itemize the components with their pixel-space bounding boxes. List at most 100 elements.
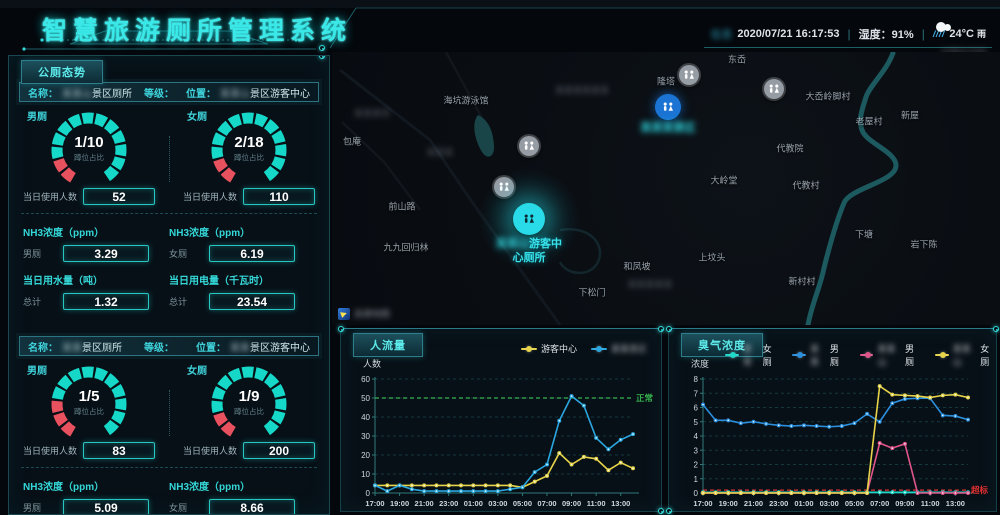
stat-cell: NH3浓度（ppm） 女厕 6.19	[169, 220, 315, 262]
svg-text:13:00: 13:00	[946, 499, 965, 508]
toilet-marker[interactable]	[494, 177, 514, 197]
temperature: 24°C	[949, 28, 974, 40]
gauge-side-label: 男厕	[27, 112, 47, 123]
page-title: 智慧旅游厕所管理系统	[42, 17, 353, 45]
weather-text: 雨	[976, 29, 986, 39]
gauge-row: 男厕 1/10 蹲位占比 当日使用人数 52 女厕 2/18 蹲位占比 当日使用人数 110	[9, 106, 329, 205]
map-place-label: 老屋村	[855, 116, 883, 127]
map-place-label: 新屋	[900, 110, 920, 121]
svg-text:5: 5	[694, 418, 699, 427]
stall-occupancy-gauge: 1/5 蹲位占比	[43, 362, 135, 440]
name-value: 某某景区厕所	[62, 342, 122, 354]
legend-item[interactable]: 某某山 男厕	[859, 342, 921, 368]
stats-grid: NH3浓度（ppm） 男厕 3.29 NH3浓度（ppm） 女厕 6.19 当日用水量（吨）…	[9, 216, 329, 310]
gauge-女厕: 女厕 2/18 蹲位占比 当日使用人数 110	[179, 106, 319, 205]
gauge-男厕: 男厕 1/5 蹲位占比 当日使用人数 83	[19, 360, 159, 459]
map-place-label: 前山路	[388, 201, 416, 212]
toilet-icon	[522, 141, 536, 152]
toilet-status-panel: 公厕态势 名称： 某某山景区厕所 等级： 位置： 某某山景区游客中心 男厕 1/10 蹲位占比…	[8, 55, 330, 515]
humidity: 湿度：91%	[858, 28, 914, 41]
stat-label: 女厕	[169, 249, 188, 259]
svg-text:60: 60	[361, 375, 370, 384]
legend-marker	[934, 352, 949, 358]
svg-text:09:00: 09:00	[562, 499, 581, 508]
map-place-label: 大岙岭脚村	[805, 91, 851, 102]
tab-odor-level[interactable]: 臭气浓度	[681, 333, 763, 357]
info-prefix-blurred: 信息	[710, 28, 733, 41]
gauge-男厕: 男厕 1/10 蹲位占比 当日使用人数 52	[19, 106, 159, 205]
stat-cell: NH3浓度（ppm） 男厕 5.09	[23, 474, 169, 514]
weather-widget: / / / / 24°C 雨	[933, 27, 986, 40]
map-blurred-label: 某某某某某	[627, 279, 673, 290]
toilet-marker[interactable]	[764, 79, 784, 99]
gauge-caption: 蹲位占比	[234, 407, 264, 416]
gauge-value: 1/9	[238, 388, 260, 405]
stat-title: NH3浓度（ppm）	[169, 228, 251, 239]
stats-grid: NH3浓度（ppm）男厕5.09NH3浓度（ppm）女厕8.66当日用水量（吨）…	[9, 470, 329, 514]
map-attribution[interactable]: 高德地图	[336, 306, 396, 321]
stat-value: 5.09	[63, 499, 149, 514]
stat-title: NH3浓度（ppm）	[23, 482, 105, 493]
name-value: 某某山景区厕所	[62, 88, 132, 100]
toilet-name-bar: 名称： 某某景区厕所 等级： 位置： 某某景区游客中心	[19, 336, 319, 356]
location-label: 位置：	[196, 342, 226, 354]
legend-item[interactable]: 某某 女厕	[725, 342, 778, 368]
marker-label: 某某某景区	[640, 122, 696, 134]
people-flow-legend: 游客中心 某某景区	[520, 342, 647, 355]
daily-users-value: 83	[83, 442, 155, 459]
stat-cell: 当日用电量（千瓦时） 总计 23.54	[169, 268, 315, 310]
legend-item[interactable]: 某某山 女厕	[934, 342, 996, 368]
divider: |	[847, 26, 851, 41]
location-label: 位置：	[186, 88, 216, 100]
map-place-label: 上坟头	[698, 252, 726, 263]
map-blurred-label: 某某某苑	[353, 108, 391, 119]
stat-title: NH3浓度（ppm）	[169, 482, 251, 493]
map-place-label: 隆塔	[656, 76, 676, 87]
stat-cell: NH3浓度（ppm） 女厕 8.66	[169, 474, 315, 514]
toilet-marker[interactable]	[519, 136, 539, 156]
map-attribution-text-blurred: 高德地图	[354, 309, 391, 319]
gauge-value: 1/10	[74, 134, 104, 151]
map-panel[interactable]: 海坑游泳馆 包庵 前山路 九九回归林 下松门 和凤坡 东岙 隆塔 大岙岭脚村 老屋村 新屋 代教院 大岭…	[332, 52, 1000, 325]
gauge-caption: 蹲位占比	[74, 407, 104, 416]
tab-people-flow[interactable]: 人流量	[353, 333, 423, 357]
level-label: 等级：	[144, 88, 174, 100]
map-place-label: 海坑游泳馆	[443, 95, 489, 106]
gauge-side-label: 女厕	[187, 112, 207, 123]
svg-text:4: 4	[694, 432, 699, 441]
stat-cell: 当日用水量（吨） 总计 1.32	[23, 268, 169, 310]
stat-value: 3.29	[63, 245, 149, 262]
daily-users-row: 当日使用人数 52	[19, 188, 159, 205]
svg-text:17:00: 17:00	[365, 499, 384, 508]
legend-marker	[725, 352, 739, 358]
legend-marker	[859, 352, 874, 358]
toilet-marker[interactable]	[679, 65, 699, 85]
svg-text:01:00: 01:00	[464, 499, 483, 508]
svg-text:23:00: 23:00	[439, 499, 458, 508]
toilet-marker-highlight[interactable]	[655, 94, 681, 120]
datetime-text: 2020/07/21 16:17:53	[737, 27, 840, 40]
legend-item[interactable]: 某某 男厕	[792, 342, 845, 368]
tab-toilet-status[interactable]: 公厕态势	[21, 60, 103, 84]
stat-label: 男厕	[23, 503, 42, 513]
svg-text:05:00: 05:00	[845, 499, 864, 508]
panel-node	[319, 56, 325, 59]
legend-marker	[520, 345, 537, 352]
name-label: 名称：	[28, 342, 58, 354]
svg-text:19:00: 19:00	[390, 499, 409, 508]
stat-value: 6.19	[209, 245, 295, 262]
gauge-value: 2/18	[234, 134, 264, 151]
gauge-side-label: 女厕	[187, 366, 207, 377]
legend-item[interactable]: 游客中心	[520, 342, 577, 355]
toilet-icon	[661, 102, 675, 113]
legend-item[interactable]: 某某景区	[590, 342, 647, 355]
toilet-marker-highlight[interactable]	[513, 203, 545, 235]
y-axis-title: 人数	[363, 359, 382, 369]
divider: |	[921, 26, 925, 41]
daily-users-row: 当日使用人数 83	[19, 442, 159, 459]
stall-occupancy-gauge: 2/18 蹲位占比	[203, 108, 295, 186]
svg-text:07:00: 07:00	[870, 499, 889, 508]
toilet-icon	[682, 70, 696, 81]
map-place-label: 新村村	[788, 276, 816, 287]
